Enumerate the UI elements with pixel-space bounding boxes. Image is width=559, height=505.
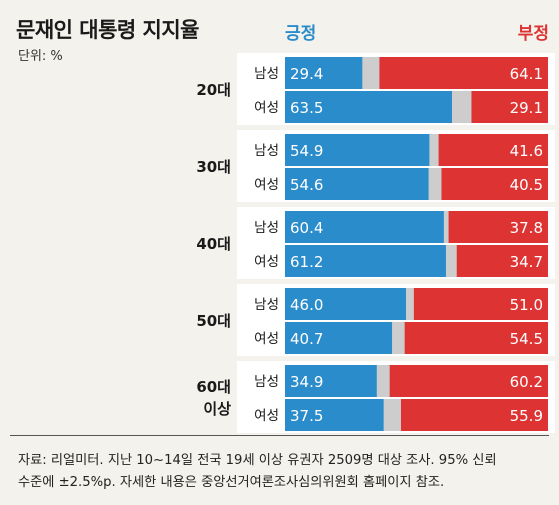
source-line-1: 자료: 리얼미터. 지난 10~14일 전국 19세 이상 유권자 2509명 … <box>18 453 497 468</box>
negative-value-label: 37.8 <box>510 219 543 237</box>
negative-bar <box>448 211 548 243</box>
age-label: 40대 <box>196 235 231 253</box>
negative-value-label: 51.0 <box>510 296 543 314</box>
negative-value-label: 60.2 <box>510 373 543 391</box>
gender-label: 남성 <box>254 374 279 390</box>
positive-value-label: 40.7 <box>290 330 323 348</box>
positive-value-label: 54.9 <box>290 142 323 160</box>
chart-title: 문재인 대통령 지지율 <box>16 18 200 42</box>
positive-bar <box>285 134 430 166</box>
negative-bar <box>379 57 548 89</box>
footer-divider <box>10 435 549 436</box>
positive-value-label: 63.5 <box>290 99 323 117</box>
age-label: 20대 <box>196 81 231 99</box>
positive-bar <box>285 399 384 431</box>
age-label: 50대 <box>196 312 231 330</box>
negative-value-label: 41.6 <box>510 142 543 160</box>
negative-bar <box>438 134 548 166</box>
positive-value-label: 46.0 <box>290 296 323 314</box>
gender-label: 남성 <box>254 220 279 236</box>
negative-value-label: 64.1 <box>510 65 543 83</box>
negative-bar <box>413 288 548 320</box>
positive-value-label: 60.4 <box>290 219 323 237</box>
gender-label: 여성 <box>254 177 279 193</box>
legend-negative: 부정 <box>517 24 549 44</box>
gender-label: 남성 <box>254 143 279 159</box>
positive-bar <box>285 322 393 354</box>
age-label: 이상 <box>203 400 231 418</box>
positive-bar <box>285 288 406 320</box>
negative-value-label: 54.5 <box>510 330 543 348</box>
positive-value-label: 61.2 <box>290 253 323 271</box>
age-label: 60대 <box>196 378 231 396</box>
source-note: 자료: 리얼미터. 지난 10~14일 전국 19세 이상 유권자 2509명 … <box>18 450 543 494</box>
negative-bar <box>441 168 548 200</box>
positive-bar <box>285 57 363 89</box>
negative-bar <box>389 365 548 397</box>
positive-value-label: 37.5 <box>290 407 323 425</box>
negative-bar <box>471 91 548 123</box>
source-line-2: 수준에 ±2.5%p. 자세한 내용은 중앙선거여론조사심의위원회 홈페이지 참… <box>18 475 445 490</box>
positive-bar <box>285 365 377 397</box>
negative-bar <box>400 399 548 431</box>
legend-positive: 긍정 <box>285 24 317 44</box>
positive-bar <box>285 245 446 277</box>
gender-label: 여성 <box>254 331 279 347</box>
positive-bar <box>285 211 444 243</box>
age-label: 30대 <box>196 158 231 176</box>
positive-value-label: 54.6 <box>290 176 323 194</box>
negative-bar <box>404 322 548 354</box>
negative-bar <box>456 245 548 277</box>
negative-value-label: 55.9 <box>510 407 543 425</box>
gender-label: 남성 <box>254 297 279 313</box>
negative-value-label: 40.5 <box>510 176 543 194</box>
gender-label: 여성 <box>254 100 279 116</box>
positive-bar <box>285 91 453 123</box>
positive-value-label: 34.9 <box>290 373 323 391</box>
negative-value-label: 29.1 <box>510 99 543 117</box>
positive-bar <box>285 168 429 200</box>
gender-label: 여성 <box>254 254 279 270</box>
positive-value-label: 29.4 <box>290 65 323 83</box>
gender-label: 남성 <box>254 66 279 82</box>
unit-label: 단위: % <box>18 49 63 64</box>
negative-value-label: 34.7 <box>510 253 543 271</box>
gender-label: 여성 <box>254 408 279 424</box>
